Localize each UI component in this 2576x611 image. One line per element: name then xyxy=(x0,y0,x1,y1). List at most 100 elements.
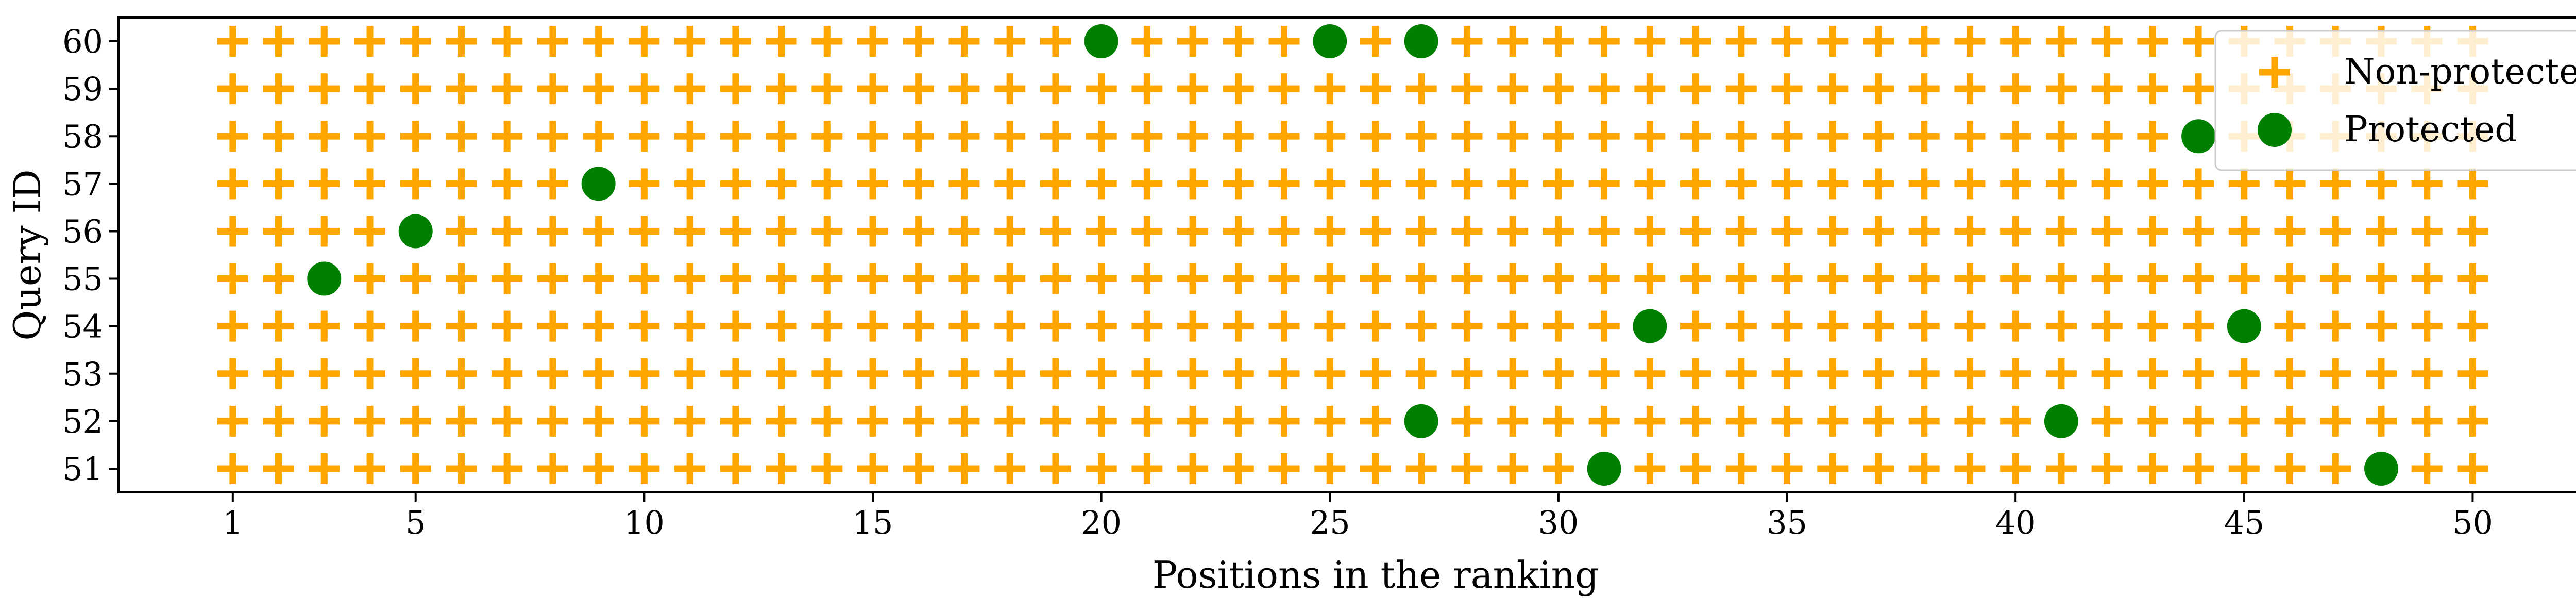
non-protected-point xyxy=(1543,216,1574,247)
non-protected-point xyxy=(903,310,934,342)
non-protected-point xyxy=(1588,310,1620,342)
non-protected-point xyxy=(400,405,431,437)
non-protected-point xyxy=(1086,121,1117,152)
non-protected-point xyxy=(1954,358,1986,389)
x-tick-label: 20 xyxy=(1081,504,1122,541)
non-protected-point xyxy=(1223,405,1254,437)
non-protected-point xyxy=(309,121,340,152)
non-protected-point xyxy=(811,358,843,389)
non-protected-point xyxy=(400,168,431,200)
non-protected-point xyxy=(674,121,706,152)
non-protected-point xyxy=(537,73,568,105)
non-protected-point xyxy=(629,168,660,200)
non-protected-point xyxy=(537,26,568,57)
non-protected-point xyxy=(1497,405,1529,437)
non-protected-point xyxy=(1680,263,1711,294)
non-protected-point xyxy=(1405,358,1437,389)
non-protected-point xyxy=(217,263,248,294)
non-protected-point xyxy=(674,405,706,437)
non-protected-point xyxy=(1863,121,1894,152)
non-protected-point xyxy=(720,263,751,294)
non-protected-point xyxy=(2091,358,2123,389)
non-protected-point xyxy=(2000,453,2031,484)
non-protected-point xyxy=(1268,358,1300,389)
non-protected-point xyxy=(1497,121,1529,152)
non-protected-point xyxy=(2091,453,2123,484)
non-protected-point xyxy=(2411,263,2443,294)
non-protected-point xyxy=(1954,453,1986,484)
non-protected-point xyxy=(537,310,568,342)
non-protected-point xyxy=(1223,358,1254,389)
non-protected-point xyxy=(309,453,340,484)
non-protected-point xyxy=(2137,216,2168,247)
non-protected-point xyxy=(1040,73,1071,105)
x-tick-label: 5 xyxy=(405,504,426,541)
y-tick-label: 54 xyxy=(62,308,103,345)
plot-frame xyxy=(117,16,2576,493)
x-tick-label: 15 xyxy=(853,504,893,541)
non-protected-point xyxy=(2045,26,2077,57)
non-protected-point xyxy=(1131,405,1163,437)
non-protected-point xyxy=(1817,405,1849,437)
non-protected-point xyxy=(309,216,340,247)
non-protected-point xyxy=(1451,26,1483,57)
non-protected-point xyxy=(2457,405,2488,437)
non-protected-point xyxy=(1268,405,1300,437)
non-protected-point xyxy=(2366,310,2397,342)
non-protected-point xyxy=(583,26,614,57)
non-protected-point xyxy=(903,358,934,389)
non-protected-point xyxy=(354,405,385,437)
non-protected-point xyxy=(1268,26,1300,57)
non-protected-point xyxy=(1543,26,1574,57)
non-protected-point xyxy=(811,73,843,105)
non-protected-point xyxy=(263,358,294,389)
non-protected-point xyxy=(2411,168,2443,200)
non-protected-point xyxy=(2320,216,2351,247)
y-tick-label: 52 xyxy=(62,403,103,440)
non-protected-point xyxy=(537,168,568,200)
non-protected-point xyxy=(1588,263,1620,294)
non-protected-point xyxy=(1314,453,1346,484)
non-protected-point xyxy=(2411,405,2443,437)
non-protected-point xyxy=(1177,405,1209,437)
non-protected-point xyxy=(492,310,523,342)
non-protected-point xyxy=(2183,168,2214,200)
non-protected-point xyxy=(1817,73,1849,105)
non-protected-point xyxy=(629,121,660,152)
non-protected-point xyxy=(1634,263,1666,294)
non-protected-point xyxy=(1177,263,1209,294)
non-protected-point xyxy=(994,358,1026,389)
non-protected-point xyxy=(674,310,706,342)
non-protected-point xyxy=(2183,453,2214,484)
non-protected-point xyxy=(1360,453,1391,484)
marks-layer xyxy=(217,24,2488,486)
non-protected-point xyxy=(1680,73,1711,105)
non-protected-point xyxy=(1451,216,1483,247)
non-protected-point xyxy=(1863,168,1894,200)
non-protected-point xyxy=(1908,358,1940,389)
non-protected-point xyxy=(217,310,248,342)
non-protected-point xyxy=(1405,453,1437,484)
protected-point xyxy=(2181,119,2216,154)
non-protected-point xyxy=(766,405,797,437)
x-axis-label: Positions in the ranking xyxy=(1153,553,1599,597)
non-protected-point xyxy=(2000,263,2031,294)
non-protected-point xyxy=(1588,26,1620,57)
non-protected-point xyxy=(1543,263,1574,294)
non-protected-point xyxy=(354,26,385,57)
protected-point xyxy=(2044,404,2078,438)
non-protected-point xyxy=(492,73,523,105)
non-protected-point xyxy=(1268,73,1300,105)
protected-point xyxy=(398,214,433,249)
y-tick-label: 53 xyxy=(62,355,103,393)
non-protected-point xyxy=(263,453,294,484)
y-axis-label: Query ID xyxy=(6,169,49,340)
non-protected-point xyxy=(1817,263,1849,294)
non-protected-point xyxy=(2366,358,2397,389)
non-protected-point xyxy=(2274,405,2306,437)
non-protected-point xyxy=(1040,405,1071,437)
non-protected-point xyxy=(217,405,248,437)
non-protected-point xyxy=(1451,358,1483,389)
non-protected-point xyxy=(1725,73,1757,105)
